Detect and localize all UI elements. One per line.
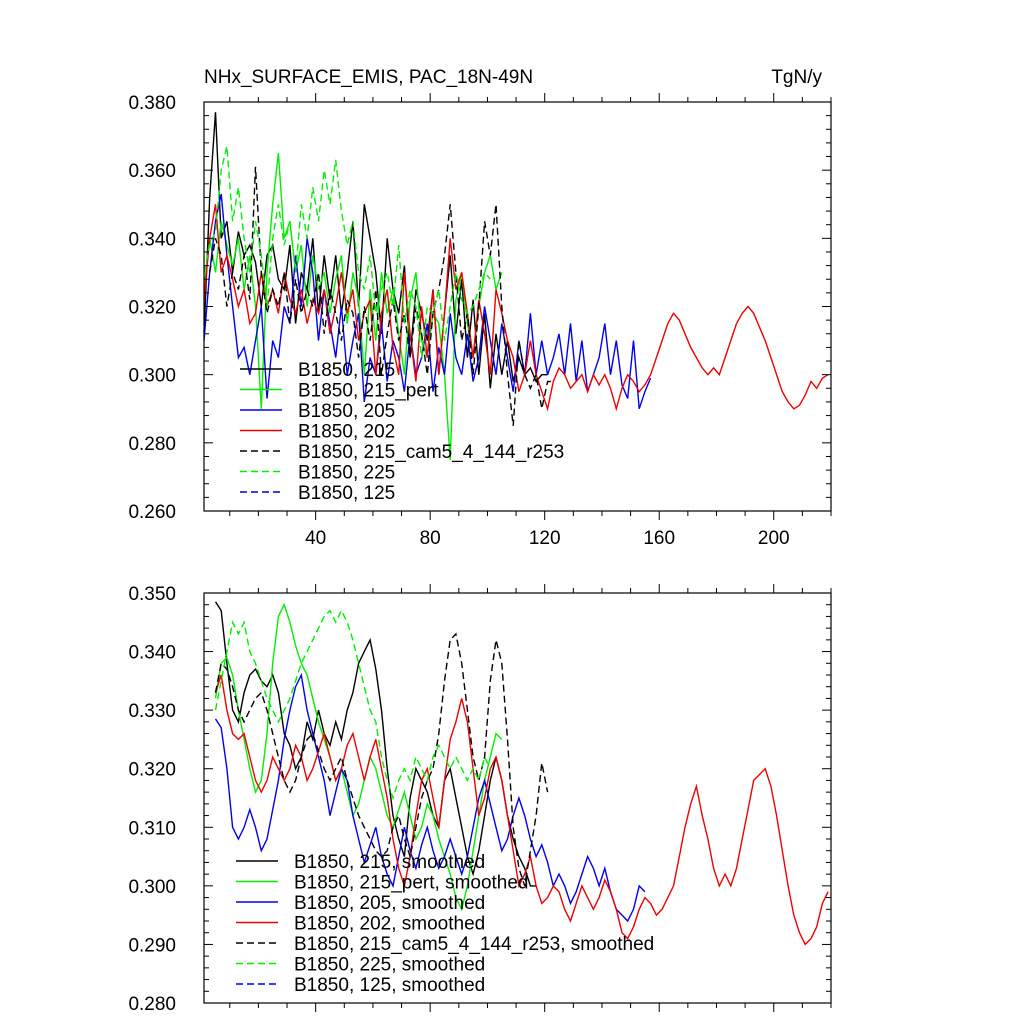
legend-label: B1850, 225, smoothed <box>294 955 485 976</box>
y-tick-label: 0.320 <box>128 760 176 781</box>
series-line-4 <box>209 166 554 426</box>
x-tick-label: 80 <box>420 528 441 549</box>
legend-label: B1850, 202 <box>298 422 395 443</box>
legend-label: B1850, 205, smoothed <box>294 893 485 914</box>
legend-label: B1850, 125 <box>298 483 395 504</box>
y-tick-label: 0.280 <box>128 434 176 455</box>
series-line-0 <box>203 112 548 389</box>
legend-label: B1850, 215_pert, smoothed <box>294 873 529 894</box>
legend-label: B1850, 215 <box>298 360 395 381</box>
y-tick-label: 0.340 <box>128 229 176 250</box>
legend-label: B1850, 205 <box>298 401 395 422</box>
y-tick-label: 0.330 <box>128 701 176 722</box>
legend-label: B1850, 215_cam5_4_144_r253, smoothed <box>294 934 654 955</box>
x-tick-label: 40 <box>305 528 326 549</box>
y-tick-label: 0.340 <box>128 643 176 664</box>
series-line-2 <box>214 672 646 923</box>
y-tick-label: 0.310 <box>128 818 176 839</box>
series-line-5 <box>214 609 491 801</box>
y-tick-label: 0.280 <box>128 994 176 1015</box>
series-line-1 <box>214 602 503 912</box>
chart-title: NHx_SURFACE_EMIS, PAC_18N-49N <box>204 67 533 88</box>
y-tick-label: 0.360 <box>128 161 176 182</box>
series-line-4 <box>214 632 549 887</box>
legend-label: B1850, 215_cam5_4_144_r253 <box>298 442 564 463</box>
legend-label: B1850, 215, smoothed <box>294 852 485 873</box>
chart-units: TgN/y <box>771 67 822 88</box>
x-tick-label: 200 <box>758 528 790 549</box>
x-tick-label: 160 <box>643 528 675 549</box>
series-line-1 <box>203 153 503 460</box>
bottom-plot: 0.280 0.290 0.300 0.310 0.320 0.330 0.340 0.350… <box>128 584 832 1015</box>
y-tick-label: 0.290 <box>128 935 176 956</box>
y-tick-label: 0.380 <box>128 93 176 114</box>
y-tick-label: 0.300 <box>128 877 176 898</box>
legend-label: B1850, 225 <box>298 463 395 484</box>
plot-frame <box>203 592 832 1004</box>
series-line-3 <box>203 204 829 412</box>
x-tick-label: 120 <box>529 528 561 549</box>
top-plot: 0.260 0.280 0.300 0.320 0.340 0.360 0.380 40 80 1… <box>128 93 832 549</box>
series-line-3 <box>214 674 829 946</box>
series-line-0 <box>214 601 537 887</box>
series-line-5 <box>203 146 491 358</box>
y-tick-label: 0.260 <box>128 502 176 523</box>
y-tick-label: 0.320 <box>128 298 176 319</box>
legend-label: B1850, 202, smoothed <box>294 914 485 935</box>
legend-label: B1850, 215_pert <box>298 381 439 402</box>
y-tick-label: 0.350 <box>128 584 176 605</box>
legend-label: B1850, 125, smoothed <box>294 975 485 996</box>
y-tick-label: 0.300 <box>128 366 176 387</box>
